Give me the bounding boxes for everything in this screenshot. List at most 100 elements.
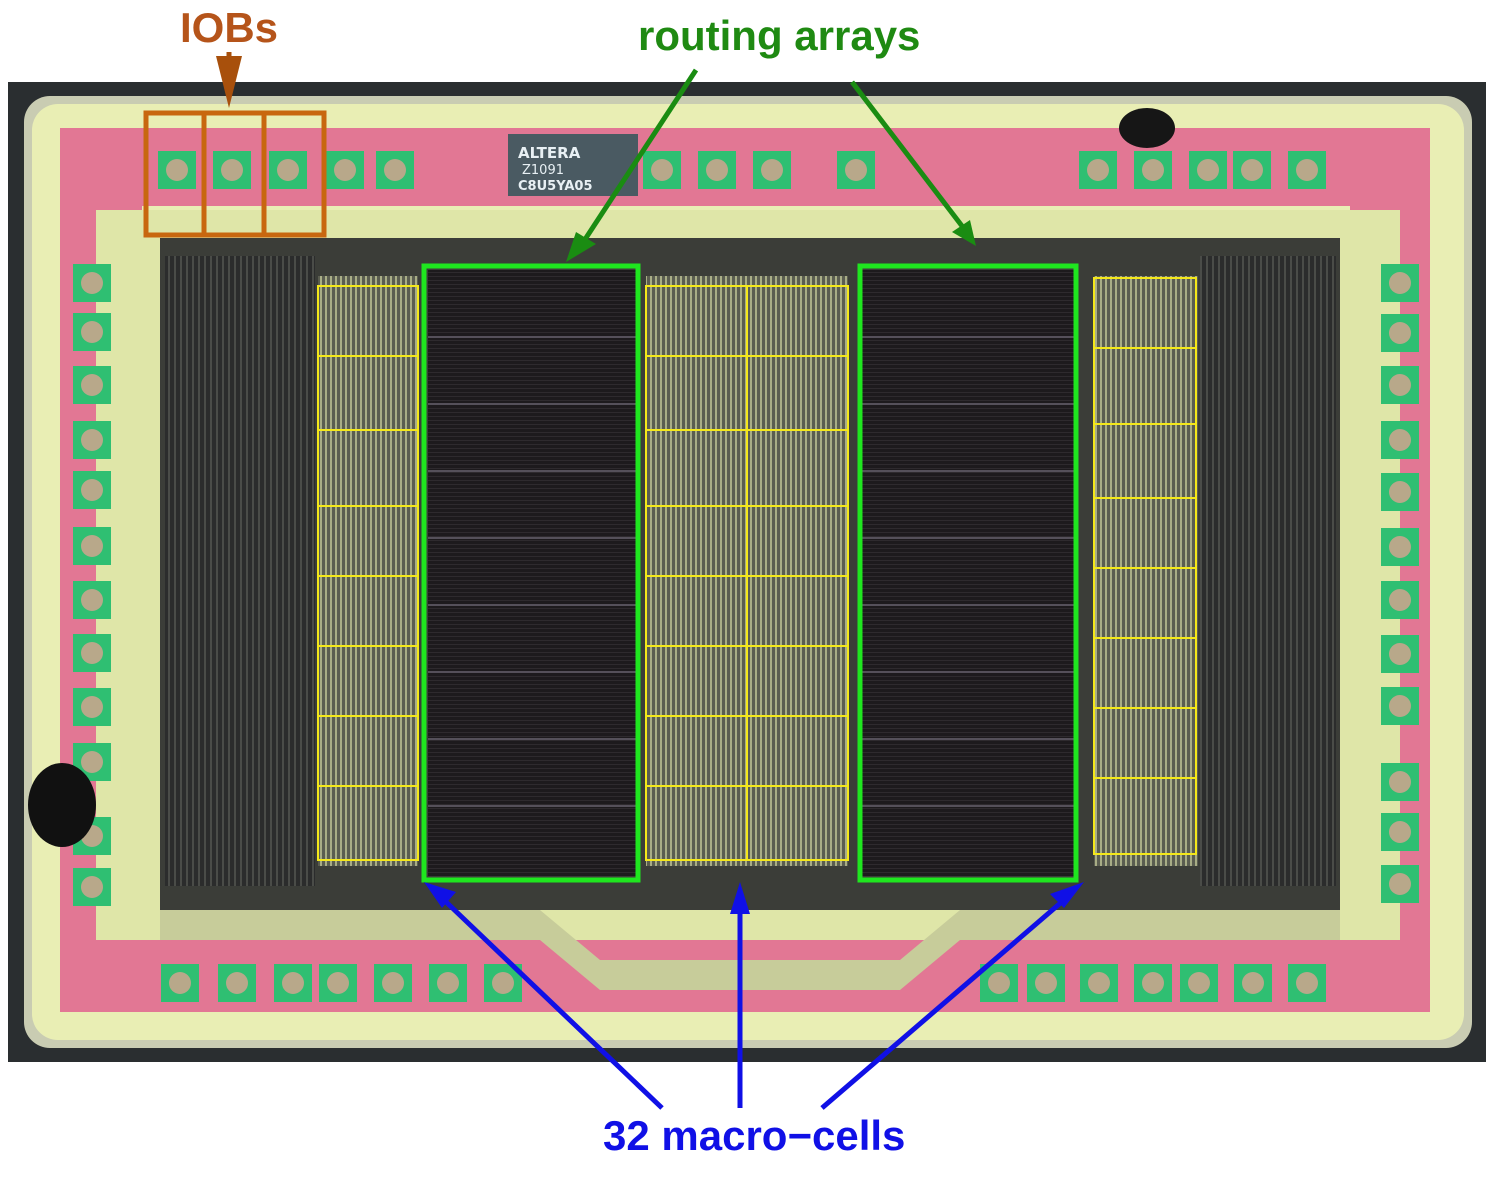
bond-pad-bump <box>166 159 188 181</box>
die-marking-line2: Z1091 <box>522 163 564 178</box>
bond-pad-bump <box>226 972 248 994</box>
macro-arrows <box>424 882 1084 1110</box>
bond-pad <box>1027 964 1065 1002</box>
bond-pad <box>980 964 1018 1002</box>
iobs-label: IOBs <box>180 4 279 51</box>
bond-pad-bump <box>384 159 406 181</box>
routing-arrays-label: routing arrays <box>638 12 921 59</box>
bond-pad-bump <box>81 535 103 557</box>
bond-pad-bump <box>1296 159 1318 181</box>
die-defect-top <box>1119 108 1175 148</box>
bond-pad <box>753 151 791 189</box>
bond-pad-bump <box>81 272 103 294</box>
routing-box-left <box>421 263 641 883</box>
bond-pad <box>326 151 364 189</box>
bond-pad <box>1288 964 1326 1002</box>
bond-pad-bump <box>1389 481 1411 503</box>
bond-pad <box>1079 151 1117 189</box>
bond-pad-bump <box>1389 695 1411 717</box>
left-logic <box>165 256 315 886</box>
bond-pad <box>1234 964 1272 1002</box>
bond-pad <box>1134 964 1172 1002</box>
bond-pad <box>1189 151 1227 189</box>
bond-pad-bump <box>169 972 191 994</box>
macro-cell-grids <box>317 277 1197 861</box>
routing-arrow-right <box>850 80 964 228</box>
bond-pad-bump <box>988 972 1010 994</box>
bond-pad <box>1381 635 1419 673</box>
bond-pad <box>484 964 522 1002</box>
bond-pad <box>429 964 467 1002</box>
bond-pad-bump <box>81 479 103 501</box>
bond-pad <box>319 964 357 1002</box>
bond-pad-bump <box>1389 589 1411 611</box>
bond-pad-bump <box>706 159 728 181</box>
bond-pad-bump <box>1197 159 1219 181</box>
right-logic <box>1200 256 1336 886</box>
bond-pad-bump <box>1142 972 1164 994</box>
bond-pad <box>1381 366 1419 404</box>
bond-pad <box>1080 964 1118 1002</box>
bond-pad <box>73 471 111 509</box>
bond-pad <box>376 151 414 189</box>
iob-arrow <box>216 56 242 108</box>
macro-cells-label: 32 macro−cells <box>603 1112 906 1159</box>
bond-pad-bump <box>1088 972 1110 994</box>
bond-pad-bump <box>277 159 299 181</box>
bond-pad <box>1180 964 1218 1002</box>
bond-pad-bump <box>492 972 514 994</box>
bond-pad <box>73 366 111 404</box>
bond-pad-bump <box>1035 972 1057 994</box>
routing-arrows <box>566 68 976 262</box>
bond-pad-bump <box>81 696 103 718</box>
routing-arrowhead-right <box>952 220 976 246</box>
bond-pad <box>1381 581 1419 619</box>
iob-arrowhead <box>216 56 242 108</box>
routing-array-left <box>428 270 636 876</box>
bond-pad <box>1381 763 1419 801</box>
bond-pad <box>161 964 199 1002</box>
bond-pad-bump <box>1389 374 1411 396</box>
routing-arrow-left <box>579 68 699 246</box>
bond-pad <box>274 964 312 1002</box>
bond-pad <box>698 151 736 189</box>
bond-pad-bump <box>1241 159 1263 181</box>
routing-arrowhead-left <box>566 232 596 262</box>
bond-pad <box>158 151 196 189</box>
die-marking-plate <box>508 134 638 196</box>
bond-pad-bump <box>1389 429 1411 451</box>
bond-pad-bump <box>1296 972 1318 994</box>
bond-pad-bump <box>1087 159 1109 181</box>
bond-pad <box>643 151 681 189</box>
iob-box-3 <box>261 110 327 238</box>
routing-box-right <box>857 263 1079 883</box>
bond-pad <box>73 634 111 672</box>
bond-pad <box>1381 264 1419 302</box>
bond-pad-bump <box>327 972 349 994</box>
bond-pad-bump <box>282 972 304 994</box>
die-marking-line3: C8U5YA05 <box>518 179 593 194</box>
bond-pad <box>73 264 111 302</box>
bond-pad <box>73 868 111 906</box>
bond-pad-bump <box>651 159 673 181</box>
bottom-channel <box>160 910 1340 990</box>
bond-pad-bump <box>81 642 103 664</box>
bond-pad-bump <box>382 972 404 994</box>
macro-arrowhead-left <box>424 882 456 908</box>
right-macro-block <box>1094 276 1198 866</box>
bond-pad <box>269 151 307 189</box>
bond-pad-bump <box>81 876 103 898</box>
bond-pad-bump <box>1389 272 1411 294</box>
bond-pad-bump <box>1389 873 1411 895</box>
bond-pad <box>218 964 256 1002</box>
bond-pad <box>1381 687 1419 725</box>
bond-pad <box>1233 151 1271 189</box>
bond-pad-bump <box>1389 536 1411 558</box>
bond-pad <box>837 151 875 189</box>
bond-pad <box>73 527 111 565</box>
macro-arrowhead-center <box>730 882 750 914</box>
bond-pad-bump <box>334 159 356 181</box>
bond-pad <box>73 313 111 351</box>
macro-arrowhead-right <box>1050 882 1084 908</box>
